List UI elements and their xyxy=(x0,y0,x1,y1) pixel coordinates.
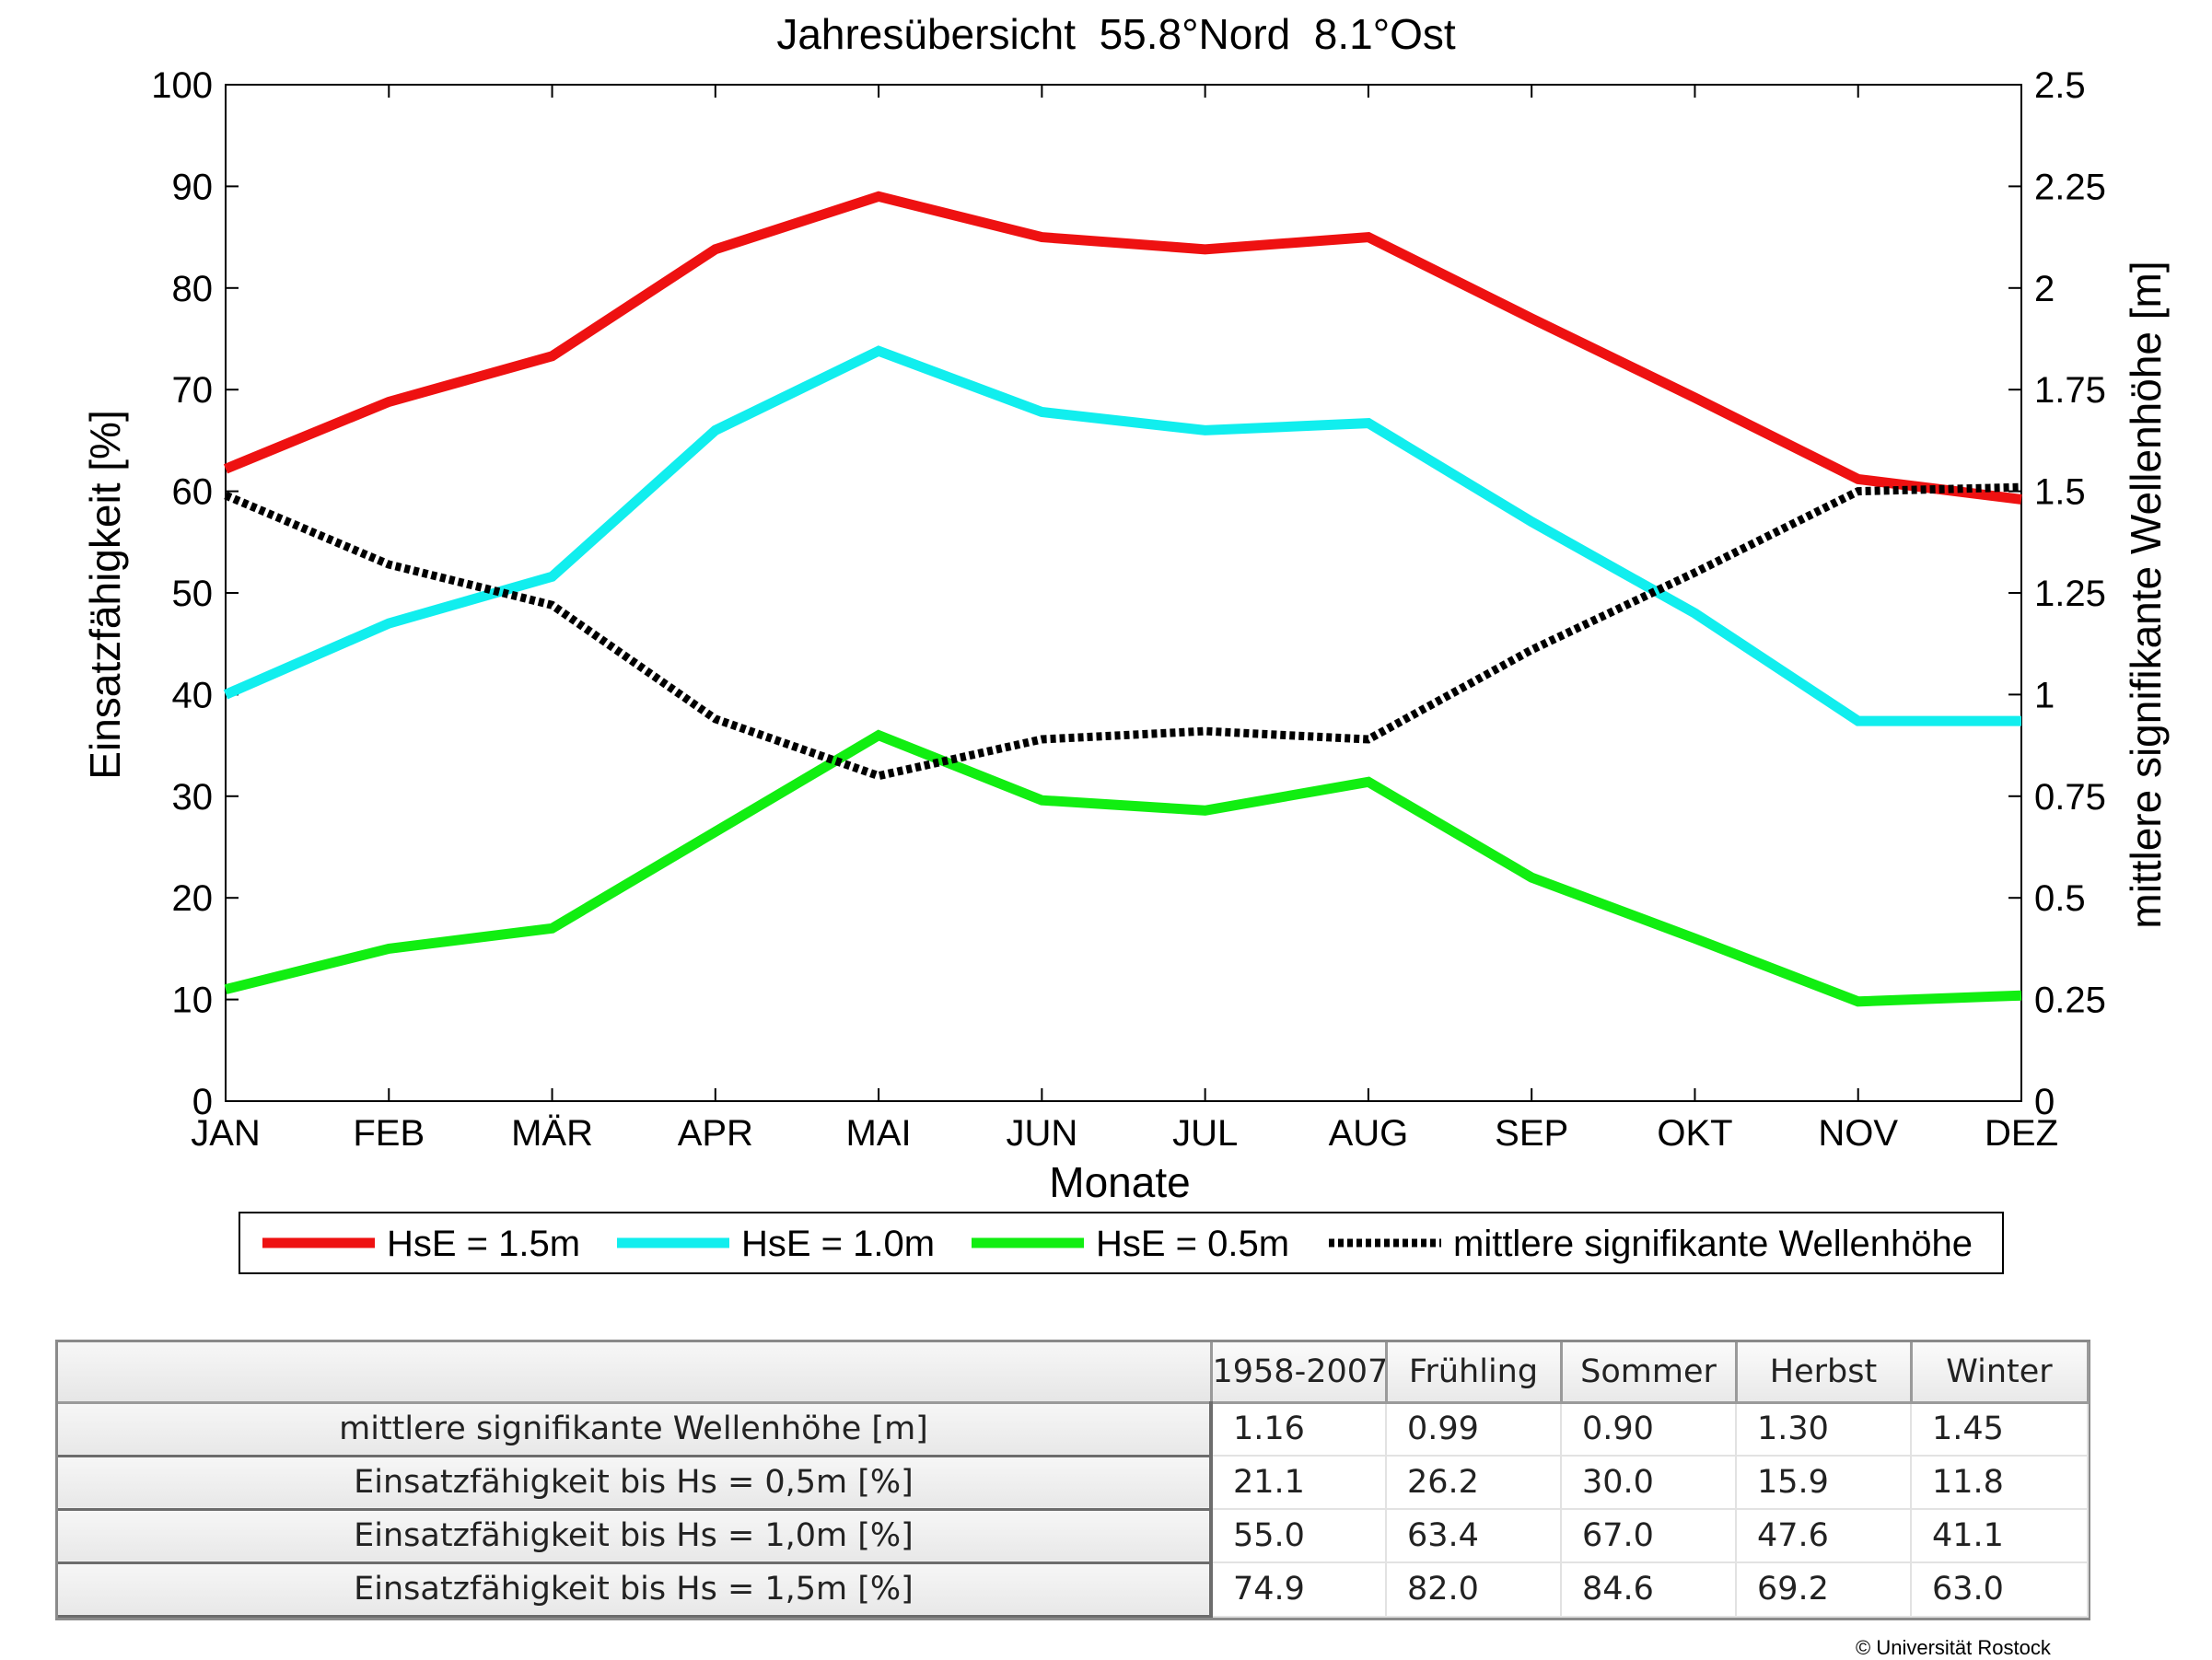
table-cell: 0.90 xyxy=(1561,1402,1737,1457)
table-header-row: 1958-2007 Frühling Sommer Herbst Winter xyxy=(58,1342,2090,1404)
x-tick-label: DEZ xyxy=(1985,1113,2058,1154)
y2-tick-label: 0.75 xyxy=(2034,777,2106,818)
legend-label: HsE = 1.0m xyxy=(741,1224,935,1264)
table-cell: 15.9 xyxy=(1736,1456,1912,1511)
column-header: 1958-2007 xyxy=(1211,1342,1388,1404)
y2-tick-label: 1 xyxy=(2034,675,2055,715)
x-tick-label: NOV xyxy=(1818,1113,1898,1154)
y2-tick-label: 0 xyxy=(2034,1082,2055,1122)
table-corner xyxy=(58,1342,1213,1404)
column-header: Herbst xyxy=(1736,1342,1913,1404)
table-cell: 47.6 xyxy=(1736,1509,1912,1564)
legend-label: mittlere signifikante Wellenhöhe xyxy=(1453,1224,1973,1264)
y-tick-label: 20 xyxy=(172,878,214,919)
chart-title: Jahresübersicht 55.8°Nord 8.1°Ost xyxy=(776,10,1456,58)
y-tick-label: 60 xyxy=(172,472,214,513)
y-tick-label: 90 xyxy=(172,167,214,207)
legend: HsE = 1.5m HsE = 1.0m HsE = 0.5m mittlere s… xyxy=(239,1212,2004,1274)
y-tick-label: 30 xyxy=(172,777,214,818)
y2-tick-label: 2.5 xyxy=(2034,65,2086,106)
table-row: Einsatzfähigkeit bis Hs = 1,5m [%] 74.9 … xyxy=(58,1562,2089,1619)
row-label: mittlere signifikante Wellenhöhe [m] xyxy=(58,1402,1213,1457)
y-tick-label: 10 xyxy=(172,981,214,1021)
table-cell: 0.99 xyxy=(1386,1402,1562,1457)
column-header: Sommer xyxy=(1561,1342,1738,1404)
table-cell: 11.8 xyxy=(1911,1456,2089,1511)
table-cell: 84.6 xyxy=(1561,1562,1737,1618)
column-header: Winter xyxy=(1911,1342,2090,1404)
series-line-4 xyxy=(224,482,2022,781)
table-row: Einsatzfähigkeit bis Hs = 1,0m [%] 55.0 … xyxy=(58,1509,2089,1564)
y2-tick-label: 1.5 xyxy=(2034,472,2086,513)
table-cell: 67.0 xyxy=(1561,1509,1737,1564)
row-label: Einsatzfähigkeit bis Hs = 0,5m [%] xyxy=(58,1456,1213,1511)
x-axis-label: Monate xyxy=(1049,1158,1190,1206)
x-tick-label: MAI xyxy=(846,1113,912,1154)
tick-labels: 0 10 20 30 40 50 60 70 80 90 100 0 0.25 0.5 0.75 1 1.25 1… xyxy=(151,65,2106,1154)
statistics-table: 1958-2007 Frühling Sommer Herbst Winter … xyxy=(55,1340,2090,1620)
y-tick-label: 40 xyxy=(172,675,214,715)
table-cell: 41.1 xyxy=(1911,1509,2089,1564)
row-label: Einsatzfähigkeit bis Hs = 1,5m [%] xyxy=(58,1562,1213,1619)
x-tick-label: SEP xyxy=(1495,1113,1568,1154)
legend-label: HsE = 1.5m xyxy=(387,1224,580,1264)
table-cell: 21.1 xyxy=(1211,1456,1387,1511)
table-row: Einsatzfähigkeit bis Hs = 0,5m [%] 21.1 … xyxy=(58,1456,2089,1511)
table-cell: 82.0 xyxy=(1386,1562,1562,1618)
legend-box xyxy=(239,1212,2004,1274)
table-cell: 30.0 xyxy=(1561,1456,1737,1511)
y2-tick-label: 0.25 xyxy=(2034,981,2106,1021)
x-tick-label: AUG xyxy=(1329,1113,1409,1154)
axis-ticks xyxy=(225,84,2022,1102)
y-axis-label: Einsatzfähigkeit [%] xyxy=(81,410,129,779)
table-cell: 1.45 xyxy=(1911,1402,2089,1457)
table-row: mittlere signifikante Wellenhöhe [m] 1.1… xyxy=(58,1402,2089,1457)
y2-tick-label: 1.25 xyxy=(2034,574,2106,614)
x-tick-label: MÄR xyxy=(511,1113,593,1154)
table-cell: 69.2 xyxy=(1736,1562,1912,1618)
series-line-2 xyxy=(223,345,2021,726)
x-tick-label: JUL xyxy=(1172,1113,1238,1154)
series-line-1 xyxy=(223,191,2022,505)
column-header: Frühling xyxy=(1386,1342,1563,1404)
table-cell: 63.0 xyxy=(1911,1562,2089,1618)
legend-label: HsE = 0.5m xyxy=(1096,1224,1289,1264)
y-tick-label: 70 xyxy=(172,370,214,411)
x-tick-label: JUN xyxy=(1006,1113,1077,1154)
series-lines xyxy=(223,191,2022,1007)
y2-axis-label: mittlere signifikante Wellenhöhe [m] xyxy=(2122,261,2170,928)
series-line-3 xyxy=(224,729,2022,1007)
table-cell: 74.9 xyxy=(1211,1562,1387,1618)
copyright-note: © Universität Rostock xyxy=(1856,1636,2051,1659)
x-tick-label: FEB xyxy=(353,1113,425,1154)
table-cell: 1.16 xyxy=(1211,1402,1387,1457)
y-tick-label: 100 xyxy=(151,65,213,106)
y-tick-label: 50 xyxy=(172,574,214,614)
y2-tick-label: 2 xyxy=(2034,269,2055,309)
table-cell: 26.2 xyxy=(1386,1456,1562,1511)
y2-tick-label: 2.25 xyxy=(2034,167,2106,207)
x-tick-label: JAN xyxy=(191,1113,261,1154)
table-cell: 55.0 xyxy=(1211,1509,1387,1564)
table-cell: 1.30 xyxy=(1736,1402,1912,1457)
x-tick-label: APR xyxy=(678,1113,753,1154)
y2-tick-label: 0.5 xyxy=(2034,878,2086,919)
y-tick-label: 80 xyxy=(172,269,214,309)
y2-tick-label: 1.75 xyxy=(2034,370,2106,411)
x-tick-label: OKT xyxy=(1657,1113,1732,1154)
row-label: Einsatzfähigkeit bis Hs = 1,0m [%] xyxy=(58,1509,1213,1564)
y-tick-label: 0 xyxy=(192,1082,213,1122)
table-cell: 63.4 xyxy=(1386,1509,1562,1564)
